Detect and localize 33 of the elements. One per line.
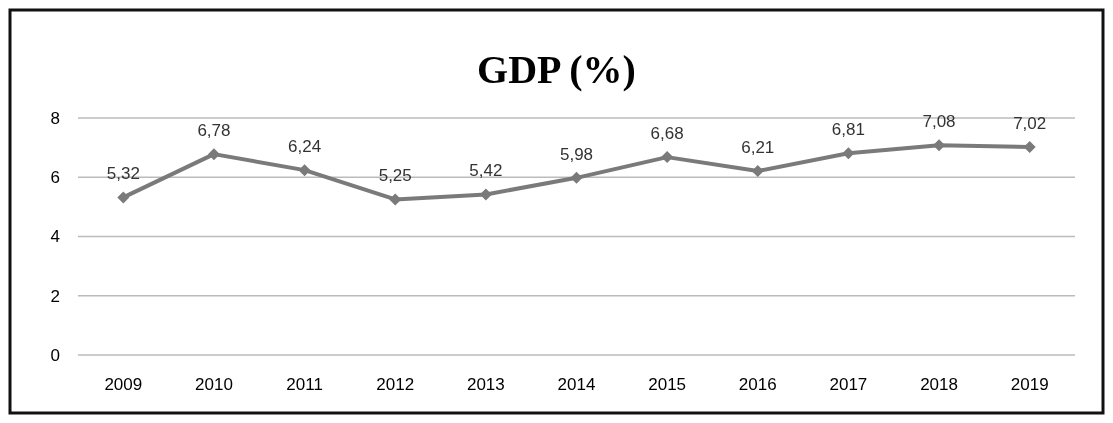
y-tick-label: 4: [50, 227, 60, 247]
data-label: 6,21: [741, 138, 775, 158]
data-label: 7,08: [922, 112, 956, 132]
data-label: 5,25: [378, 166, 412, 186]
point: [207, 148, 220, 161]
x-tick-label: 2015: [648, 375, 687, 394]
point: [298, 164, 311, 177]
x-tick-label: 2018: [920, 375, 958, 394]
y-tick-label: 0: [50, 345, 60, 365]
x-tick-label: 2012: [376, 375, 415, 394]
data-label: 5,42: [469, 161, 503, 181]
point: [842, 147, 855, 160]
data-label: 6,24: [288, 137, 322, 157]
chart-title: GDP (%): [477, 47, 636, 92]
point: [570, 171, 583, 184]
data-label: 5,32: [106, 164, 140, 184]
x-tick-label: 2016: [738, 375, 777, 394]
y-tick-label: 6: [50, 168, 60, 188]
x-tick-label: 2017: [829, 375, 868, 394]
y-tick-label: 8: [50, 108, 60, 128]
x-tick-label: 2019: [1010, 375, 1049, 394]
data-label: 7,02: [1013, 114, 1047, 134]
x-tick-label: 2013: [466, 375, 505, 394]
data-label: 6,68: [650, 124, 684, 144]
x-tick-label: 2014: [557, 375, 596, 394]
x-tick-label: 2010: [195, 375, 233, 394]
data-label: 6,81: [831, 120, 865, 140]
x-tick-label: 2011: [286, 375, 323, 394]
point: [117, 191, 130, 204]
data-label: 5,98: [559, 144, 594, 164]
y-tick-label: 2: [50, 286, 60, 306]
data-label: 6,78: [197, 121, 231, 141]
x-tick-label: 2009: [104, 375, 143, 394]
